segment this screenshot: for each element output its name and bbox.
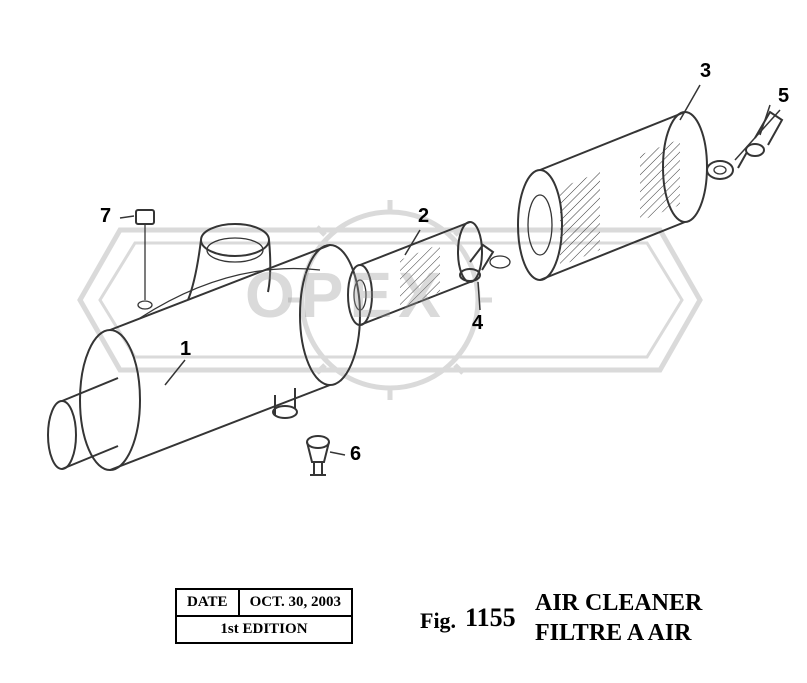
figure-number: 1155 [465, 603, 516, 633]
meta-date-value: OCT. 30, 2003 [239, 589, 352, 616]
part-6-drain-valve [307, 436, 329, 475]
callout-1: 1 [180, 338, 191, 361]
callout-7: 7 [100, 205, 111, 228]
meta-edition: 1st EDITION [176, 616, 352, 643]
callout-5: 5 [778, 85, 789, 108]
meta-date-label: DATE [176, 589, 239, 616]
part-5-wingnut-washer [707, 112, 782, 179]
exploded-view-svg [0, 0, 807, 683]
figure-title-en: AIR CLEANER [535, 590, 702, 617]
figure-label-prefix: Fig. [420, 608, 456, 634]
callout-3: 3 [700, 60, 711, 83]
watermark-badge [80, 200, 700, 400]
part-7-plug [136, 210, 154, 300]
figure-title-fr: FILTRE A AIR [535, 620, 692, 647]
part-3-outer-element [518, 112, 707, 280]
callout-4: 4 [472, 312, 483, 335]
meta-table: DATE OCT. 30, 2003 1st EDITION [175, 588, 353, 644]
callout-6: 6 [350, 443, 361, 466]
callout-2: 2 [418, 205, 429, 228]
diagram-canvas: OPEX 1 2 3 4 5 6 7 DATE OCT. 30, 2003 1s… [0, 0, 807, 683]
